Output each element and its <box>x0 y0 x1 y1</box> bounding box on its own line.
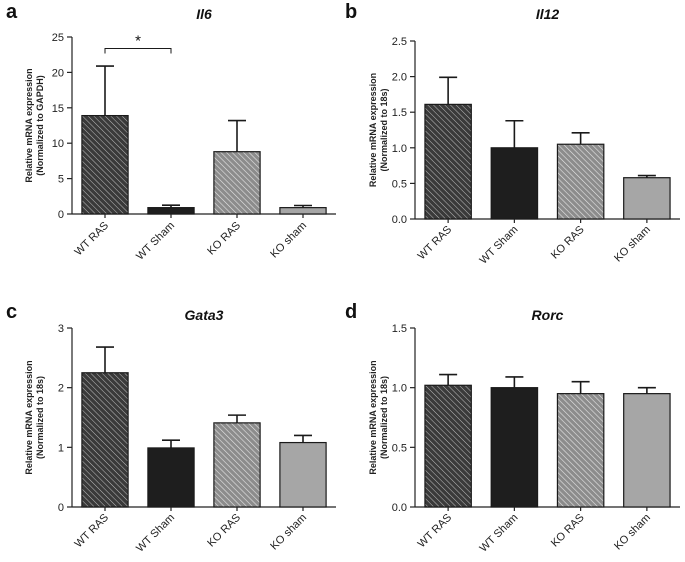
x-tick-label: KO RAS <box>549 224 587 262</box>
bar-wt-ras <box>424 103 472 220</box>
panel-b: b Il12 Relative mRNA expression(Normalized… <box>345 1 680 267</box>
y-axis-label-line: (Normalized to 18s) <box>379 376 389 459</box>
x-tick-label: KO sham <box>268 512 309 553</box>
x-tick-label: KO RAS <box>205 220 243 258</box>
y-axis-label: Relative mRNA expression(Normalized to G… <box>24 68 45 182</box>
bar-wt-sham <box>490 147 539 220</box>
panel-letter: b <box>345 1 357 23</box>
x-tick-label: KO RAS <box>549 512 587 550</box>
y-tick-label: 1 <box>58 442 64 454</box>
y-tick-label: 25 <box>52 32 64 44</box>
y-tick-label: 15 <box>52 103 64 115</box>
bar-wt-sham <box>147 447 195 508</box>
panel-letter: c <box>6 301 17 323</box>
bar-ko-sham <box>623 177 671 220</box>
x-tick-label: KO RAS <box>205 512 243 550</box>
bar-ko-ras <box>556 393 605 508</box>
y-tick-label: 10 <box>52 138 64 150</box>
bar-ko-ras <box>213 151 261 215</box>
x-tick-label: WT Sham <box>134 220 177 263</box>
y-tick-label: 0 <box>58 502 64 514</box>
y-axis-label: Relative mRNA expression(Normalized to 1… <box>24 360 45 474</box>
x-tick-label: WT RAS <box>73 512 112 551</box>
panel-title: Rorc <box>532 307 564 323</box>
y-tick-label: 1.0 <box>392 383 407 395</box>
bar-wt-sham <box>147 207 195 215</box>
y-axis-label-line: (Normalized to GAPDH) <box>35 75 45 176</box>
y-tick-label: 0 <box>58 209 64 221</box>
panel-letter: a <box>6 1 18 23</box>
y-tick-label: 0.5 <box>392 442 407 454</box>
bar-wt-ras <box>81 114 129 215</box>
x-tick-label: KO sham <box>612 224 653 265</box>
panel-title: Il12 <box>536 6 560 22</box>
y-tick-label: 0.0 <box>392 502 407 514</box>
y-tick-label: 5 <box>58 174 64 186</box>
y-axis-label: Relative mRNA expression(Normalized to 1… <box>368 73 389 187</box>
y-axis-label-line: (Normalized to 18s) <box>35 376 45 459</box>
x-tick-label: WT RAS <box>416 512 455 551</box>
x-tick-label: WT Sham <box>134 512 177 555</box>
panel-c: c Gata3 Relative mRNA expression(Normalize… <box>6 301 336 555</box>
panel-d: d Rorc Relative mRNA expression(Normalized… <box>345 301 680 555</box>
x-tick-label: WT Sham <box>478 512 521 555</box>
x-tick-label: WT RAS <box>73 220 112 259</box>
bar-wt-sham <box>490 387 539 508</box>
panel-title: Gata3 <box>185 307 224 323</box>
significance-label: * <box>135 33 141 50</box>
x-tick-label: KO sham <box>612 512 653 553</box>
y-axis-label-line: Relative mRNA expression <box>368 73 378 187</box>
y-axis-label-line: Relative mRNA expression <box>24 68 34 182</box>
y-tick-label: 1.0 <box>392 143 407 155</box>
bar-wt-ras <box>81 372 129 508</box>
y-tick-label: 3 <box>58 323 64 335</box>
panel-a: a Il6 Relative mRNA expression(Normalized … <box>6 1 336 263</box>
bar-ko-ras <box>556 143 605 220</box>
y-tick-label: 0.5 <box>392 178 407 190</box>
y-axis-label-line: Relative mRNA expression <box>368 360 378 474</box>
bar-wt-ras <box>424 384 472 508</box>
x-tick-label: KO sham <box>268 220 309 261</box>
significance-bracket <box>104 48 172 54</box>
y-tick-label: 2.0 <box>392 72 407 84</box>
x-tick-label: WT Sham <box>478 224 521 267</box>
y-axis-label: Relative mRNA expression(Normalized to 1… <box>368 360 389 474</box>
bar-ko-sham <box>623 393 671 508</box>
x-tick-label: WT RAS <box>416 224 455 263</box>
y-tick-label: 20 <box>52 67 64 79</box>
y-axis-label-line: Relative mRNA expression <box>24 360 34 474</box>
panel-letter: d <box>345 301 357 323</box>
y-tick-label: 1.5 <box>392 323 407 335</box>
bar-ko-sham <box>279 207 327 215</box>
y-tick-label: 0.0 <box>392 214 407 226</box>
bar-ko-sham <box>279 441 327 508</box>
panel-title: Il6 <box>196 6 212 22</box>
y-tick-label: 2.5 <box>392 36 407 48</box>
bar-ko-ras <box>213 422 261 508</box>
y-axis-label-line: (Normalized to 18s) <box>379 88 389 171</box>
y-tick-label: 1.5 <box>392 107 407 119</box>
y-tick-label: 2 <box>58 383 64 395</box>
